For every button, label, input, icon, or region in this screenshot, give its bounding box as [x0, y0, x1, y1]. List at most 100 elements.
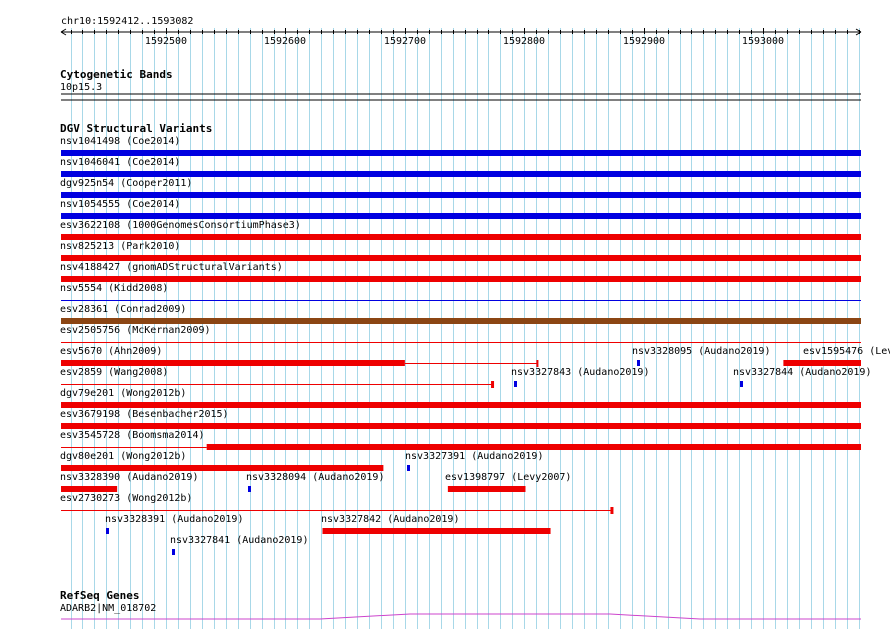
variant-bar[interactable] — [61, 276, 861, 282]
refseq-title: RefSeq Genes — [60, 589, 139, 602]
variant-bar[interactable] — [61, 465, 384, 471]
ruler-tick-label: 1592900 — [623, 36, 665, 47]
variant-feature[interactable]: nsv3327843 (Audano2019) — [511, 367, 649, 387]
variant-bar[interactable] — [447, 486, 526, 492]
variant-feature[interactable]: nsv3328390 (Audano2019) — [60, 472, 198, 492]
variant-feature[interactable]: esv3622108 (1000GenomesConsortiumPhase3) — [60, 220, 861, 240]
variant-label[interactable]: nsv3327843 (Audano2019) — [511, 367, 649, 378]
ruler-arrows — [60, 28, 862, 36]
variant-label[interactable]: esv3622108 (1000GenomesConsortiumPhase3) — [60, 220, 301, 231]
variant-label[interactable]: esv2730273 (Wong2012b) — [60, 493, 192, 504]
variant-label[interactable]: esv3545728 (Boomsma2014) — [60, 430, 205, 441]
ruler-ticks: 1592500 1592600 1592700 1592800 1592900 15930… — [71, 28, 860, 47]
refseq-track: RefSeq Genes ADARB2|NM_018702 — [60, 589, 861, 620]
variant-label[interactable]: esv1398797 (Levy2007) — [445, 472, 571, 483]
variant-label[interactable]: esv3679198 (Besenbacher2015) — [60, 409, 229, 420]
variant-feature[interactable]: esv5670 (Ahn2009) — [60, 346, 539, 367]
variant-feature[interactable]: nsv3327391 (Audano2019) — [405, 451, 543, 471]
variant-bar[interactable] — [783, 360, 861, 366]
variant-feature[interactable]: dgv79e201 (Wong2012b) — [60, 388, 861, 408]
variant-label[interactable]: nsv3327842 (Audano2019) — [321, 514, 459, 525]
variant-label[interactable]: nsv1054555 (Coe2014) — [60, 199, 180, 210]
variant-label[interactable]: esv1595476 (Lev — [803, 346, 890, 357]
variant-feature[interactable]: esv1595476 (Lev — [783, 346, 890, 366]
variant-feature[interactable]: esv2730273 (Wong2012b) — [60, 493, 614, 514]
variant-label[interactable]: nsv3328095 (Audano2019) — [632, 346, 770, 357]
variant-tick[interactable] — [637, 360, 640, 366]
variant-feature[interactable]: nsv5554 (Kidd2008) — [60, 283, 861, 301]
variant-feature[interactable]: nsv1041498 (Coe2014) — [60, 136, 861, 156]
variant-end-cap — [610, 507, 614, 514]
variant-bar[interactable] — [61, 486, 118, 492]
variant-feature[interactable]: esv1398797 (Levy2007) — [445, 472, 571, 492]
variant-label[interactable]: esv2859 (Wang2008) — [60, 367, 168, 378]
variant-feature[interactable]: dgv80e201 (Wong2012b) — [60, 451, 384, 471]
variant-label[interactable]: nsv3327844 (Audano2019) — [733, 367, 871, 378]
gene-label[interactable]: ADARB2|NM_018702 — [60, 603, 156, 614]
variant-feature[interactable]: dgv925n54 (Cooper2011) — [60, 178, 861, 198]
variant-label[interactable]: esv5670 (Ahn2009) — [60, 346, 162, 357]
cytogenetic-track: Cytogenetic Bands 10p15.3 — [60, 68, 861, 101]
variant-label[interactable]: nsv3328391 (Audano2019) — [105, 514, 243, 525]
variant-label[interactable]: nsv3327841 (Audano2019) — [170, 535, 308, 546]
variant-feature[interactable]: nsv3327841 (Audano2019) — [170, 535, 308, 555]
variant-bar[interactable] — [61, 171, 861, 177]
variant-label[interactable]: nsv5554 (Kidd2008) — [60, 283, 168, 294]
variant-tick[interactable] — [740, 381, 743, 387]
variant-bar[interactable] — [61, 360, 405, 366]
ruler-tick-label: 1592800 — [503, 36, 545, 47]
variant-tick[interactable] — [248, 486, 251, 492]
variant-label[interactable]: dgv925n54 (Cooper2011) — [60, 178, 192, 189]
region-label: chr10:1592412..1593082 — [61, 16, 193, 27]
cytogenetic-title: Cytogenetic Bands — [60, 68, 173, 81]
variant-bar[interactable] — [61, 192, 861, 198]
variant-feature[interactable]: nsv825213 (Park2010) — [60, 241, 861, 261]
variant-feature[interactable]: nsv3327842 (Audano2019) — [321, 514, 551, 534]
variant-label[interactable]: nsv4188427 (gnomADStructuralVariants) — [60, 262, 283, 273]
variant-bar[interactable] — [206, 444, 862, 450]
variant-bar[interactable] — [61, 255, 861, 261]
ruler-tick-label: 1593000 — [742, 36, 784, 47]
variant-bar[interactable] — [322, 528, 551, 534]
variant-tick[interactable] — [172, 549, 175, 555]
variant-label[interactable]: nsv1041498 (Coe2014) — [60, 136, 180, 147]
gene-model[interactable] — [61, 613, 861, 620]
variant-label[interactable]: nsv3327391 (Audano2019) — [405, 451, 543, 462]
variant-end-cap — [491, 381, 495, 388]
variant-end-cap — [536, 360, 539, 367]
cytoband-label[interactable]: 10p15.3 — [60, 82, 102, 93]
variant-tick[interactable] — [514, 381, 517, 387]
variant-bar[interactable] — [61, 318, 861, 324]
variant-bar[interactable] — [61, 423, 861, 429]
variant-feature[interactable]: esv2505756 (McKernan2009) — [60, 325, 861, 343]
variant-feature[interactable]: esv3679198 (Besenbacher2015) — [60, 409, 861, 429]
variant-tick[interactable] — [106, 528, 109, 534]
variant-feature[interactable]: nsv1054555 (Coe2014) — [60, 199, 861, 219]
variant-feature[interactable]: nsv3328095 (Audano2019) — [632, 346, 770, 366]
ruler-tick-label: 1592600 — [264, 36, 306, 47]
variant-tick[interactable] — [407, 465, 410, 471]
variant-feature[interactable]: esv2859 (Wang2008) — [60, 367, 495, 388]
variant-label[interactable]: nsv1046041 (Coe2014) — [60, 157, 180, 168]
variant-feature[interactable]: nsv3327844 (Audano2019) — [733, 367, 871, 387]
variant-feature[interactable]: esv28361 (Conrad2009) — [60, 304, 861, 324]
variant-bar[interactable] — [61, 150, 861, 156]
variant-feature[interactable]: nsv3328391 (Audano2019) — [105, 514, 243, 534]
variant-label[interactable]: dgv80e201 (Wong2012b) — [60, 451, 186, 462]
variant-label[interactable]: esv2505756 (McKernan2009) — [60, 325, 211, 336]
variant-bar[interactable] — [61, 402, 861, 408]
variant-feature[interactable]: nsv3328094 (Audano2019) — [246, 472, 384, 492]
variant-bar[interactable] — [61, 234, 861, 240]
variant-feature[interactable]: nsv4188427 (gnomADStructuralVariants) — [60, 262, 861, 282]
ruler-tick-label: 1592500 — [145, 36, 187, 47]
variant-feature[interactable]: esv3545728 (Boomsma2014) — [60, 430, 862, 450]
variant-label[interactable]: nsv825213 (Park2010) — [60, 241, 180, 252]
variant-label[interactable]: esv28361 (Conrad2009) — [60, 304, 186, 315]
variant-label[interactable]: nsv3328390 (Audano2019) — [60, 472, 198, 483]
variant-label[interactable]: nsv3328094 (Audano2019) — [246, 472, 384, 483]
dgv-title: DGV Structural Variants — [60, 122, 212, 135]
variant-feature[interactable]: nsv1046041 (Coe2014) — [60, 157, 861, 177]
variant-label[interactable]: dgv79e201 (Wong2012b) — [60, 388, 186, 399]
variant-bar[interactable] — [61, 213, 861, 219]
